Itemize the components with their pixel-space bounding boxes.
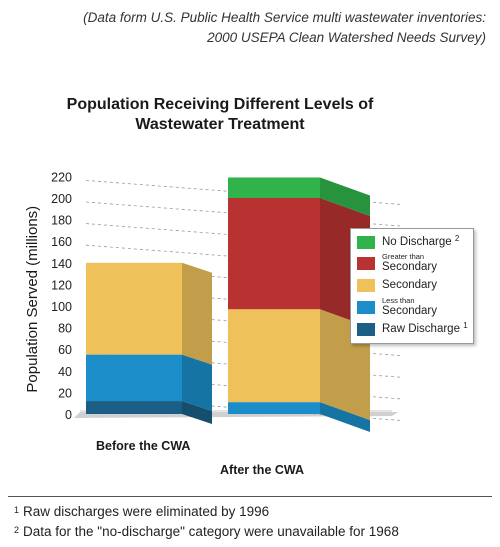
y-tick-label: 80	[58, 322, 72, 336]
source-note-line2: 2000 USEPA Clean Watershed Needs Survey)	[207, 30, 486, 45]
legend-item-secondary: Secondary	[357, 276, 437, 294]
y-tick-label: 0	[65, 408, 72, 422]
bar-front-less-than-secondary	[228, 402, 320, 414]
y-tick-labels: 0 20 40 60 80 100 120 140 160 180 200 220	[51, 170, 72, 422]
bars	[86, 177, 370, 432]
category-labels: Before the CWA After the CWA	[96, 439, 304, 477]
bar-front-raw-discharge	[86, 401, 182, 414]
legend-label-secondary: Secondary	[382, 279, 437, 291]
footnote-1: 1 Raw discharges were eliminated by 1996	[14, 503, 269, 521]
legend-item-raw-discharge: Raw Discharge 1	[357, 320, 468, 338]
legend-swatch-secondary	[357, 278, 375, 292]
legend-item-no-discharge: No Discharge 2	[357, 233, 459, 251]
y-tick-label: 220	[51, 170, 72, 184]
legend-swatch-greater-than-secondary	[357, 256, 375, 270]
y-tick-label: 120	[51, 278, 72, 292]
y-tick-label: 60	[58, 343, 72, 357]
stacked-bar-chart: 0 20 40 60 80 100 120 140 160 180 200 220 Before th…	[24, 170, 401, 477]
legend-text: Secondary	[382, 279, 437, 291]
legend: No Discharge 2 Greater than Secondary Se…	[350, 228, 474, 344]
bar-side-less-than-secondary	[320, 402, 370, 432]
chart-title: Population Receiving Different Levels of…	[60, 95, 380, 135]
category-label: Before the CWA	[96, 439, 190, 453]
footnote-1-text: Raw discharges were eliminated by 1996	[23, 504, 270, 519]
legend-small-text: Less than	[382, 296, 415, 305]
chart-title-line2: Wastewater Treatment	[135, 116, 305, 133]
y-tick-label: 20	[58, 386, 72, 400]
legend-footnote-mark: 1	[463, 321, 468, 330]
bar-side-raw-discharge	[182, 401, 212, 424]
source-note-line1: (Data form U.S. Public Health Service mu…	[83, 10, 486, 25]
legend-swatch-no-discharge	[357, 235, 375, 249]
category-label: After the CWA	[220, 463, 304, 477]
legend-label-less-than-secondary: Less than Secondary	[382, 296, 437, 318]
legend-item-greater-than-secondary: Greater than Secondary	[357, 252, 437, 274]
source-note: (Data form U.S. Public Health Service mu…	[46, 8, 486, 48]
footnote-2-number: 2	[14, 525, 20, 535]
footnote-2-text: Data for the "no-discharge" category wer…	[23, 524, 399, 539]
footnote-2: 2 Data for the "no-discharge" category we…	[14, 523, 399, 541]
legend-text: Raw Discharge	[382, 323, 460, 335]
y-tick-label: 140	[51, 257, 72, 271]
legend-footnote-mark: 2	[454, 234, 460, 243]
bar-side-no-discharge	[320, 177, 370, 216]
legend-small-text: Greater than	[382, 252, 425, 261]
legend-label-raw-discharge: Raw Discharge 1	[382, 321, 468, 335]
legend-item-less-than-secondary: Less than Secondary	[357, 296, 437, 318]
bar-front-no-discharge	[228, 177, 320, 198]
y-tick-label: 180	[51, 214, 72, 228]
bar-side-less-than-secondary	[182, 354, 212, 412]
legend-swatch-raw-discharge	[357, 322, 375, 336]
legend-label-greater-than-secondary: Greater than Secondary	[382, 252, 437, 274]
bar-side-secondary	[182, 262, 212, 365]
legend-text: Secondary	[382, 261, 437, 273]
y-tick-label: 100	[51, 300, 72, 314]
y-axis-label: Population Served (millions)	[24, 206, 41, 393]
legend-text: No Discharge	[382, 236, 452, 248]
y-tick-label: 40	[58, 365, 72, 379]
legend-text: Secondary	[382, 305, 437, 317]
bar-front-secondary	[228, 309, 320, 403]
bar-front-secondary	[86, 262, 182, 355]
bar-front-greater-than-secondary	[228, 198, 320, 310]
y-tick-label: 200	[51, 192, 72, 206]
legend-swatch-less-than-secondary	[357, 300, 375, 314]
footnote-1-number: 1	[14, 505, 20, 515]
chart-title-line1: Population Receiving Different Levels of	[66, 96, 374, 113]
footnote-divider	[8, 496, 492, 497]
bar-front-less-than-secondary	[86, 354, 182, 402]
y-tick-label: 160	[51, 235, 72, 249]
legend-label-no-discharge: No Discharge 2	[382, 234, 460, 248]
